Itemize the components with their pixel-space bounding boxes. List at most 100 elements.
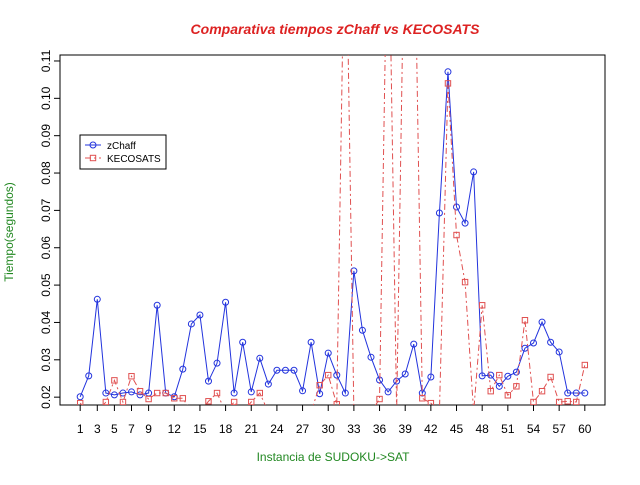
point	[264, 380, 272, 388]
point	[162, 389, 169, 397]
point	[453, 203, 461, 211]
point	[230, 398, 238, 405]
point	[291, 409, 296, 414]
x-tick-label: 45	[450, 422, 464, 436]
legend-label: KECOSATS	[107, 154, 161, 165]
x-tick-label: 30	[322, 422, 336, 436]
plot-area	[76, 55, 589, 414]
point	[333, 371, 341, 379]
point	[179, 395, 187, 402]
point	[419, 395, 426, 402]
point	[564, 389, 572, 397]
point	[281, 366, 289, 374]
point	[496, 371, 503, 379]
series-line	[79, 71, 585, 398]
point	[358, 326, 366, 334]
point	[205, 398, 212, 405]
point	[384, 388, 392, 396]
chart-title: Comparativa tiempos zChaff vs KECOSATS	[191, 21, 481, 37]
y-axis-label: Tiempo(segundos)	[2, 182, 16, 282]
point	[85, 372, 93, 380]
point	[513, 383, 520, 390]
point	[435, 209, 443, 217]
x-tick-label: 9	[145, 422, 152, 436]
point	[538, 387, 546, 395]
point	[136, 391, 144, 399]
point	[444, 80, 452, 87]
point	[478, 302, 486, 309]
y-tick-label: 0.02	[39, 385, 53, 409]
point	[76, 399, 84, 405]
point	[204, 377, 212, 385]
y-tick-label: 0.09	[39, 124, 53, 148]
point	[171, 395, 178, 402]
legend-marker	[89, 141, 97, 149]
point	[360, 409, 365, 414]
point	[145, 395, 152, 403]
point	[324, 349, 332, 357]
point	[86, 409, 91, 414]
point	[248, 398, 255, 405]
point	[521, 344, 529, 352]
x-tick-label: 3	[94, 422, 101, 436]
point	[290, 366, 298, 374]
point	[573, 398, 580, 405]
point	[119, 398, 127, 405]
y-tick-label: 0.04	[39, 310, 53, 334]
point	[368, 409, 373, 414]
point	[461, 219, 469, 227]
point	[230, 389, 238, 397]
point	[394, 409, 399, 414]
point	[247, 388, 255, 396]
x-tick-label: 7	[128, 422, 135, 436]
x-tick-label: 54	[527, 422, 541, 436]
x-axis-label: Instancia de SUDOKU->SAT	[257, 450, 411, 464]
point	[470, 168, 478, 176]
x-tick-label: 18	[219, 422, 233, 436]
point	[187, 320, 195, 328]
x-tick-label: 21	[245, 422, 259, 436]
point	[240, 409, 245, 414]
point	[111, 377, 118, 384]
point	[393, 377, 401, 385]
point	[376, 395, 383, 403]
point	[512, 368, 520, 376]
point	[547, 338, 555, 346]
point	[350, 267, 358, 275]
point	[283, 409, 288, 414]
point	[444, 68, 452, 76]
point	[341, 389, 349, 397]
x-tick-label: 27	[296, 422, 310, 436]
point	[471, 409, 476, 414]
point	[581, 389, 589, 397]
point	[128, 388, 136, 396]
x-tick-label: 42	[424, 422, 438, 436]
y-tick-label: 0.05	[39, 273, 53, 297]
x-tick-label: 24	[270, 422, 284, 436]
point	[555, 398, 563, 405]
point	[325, 371, 332, 379]
point	[136, 387, 144, 395]
series-line	[79, 55, 586, 405]
y-tick-label: 0.06	[39, 236, 53, 260]
x-tick-label: 1	[77, 422, 84, 436]
x-tick-label: 5	[111, 422, 118, 436]
point	[102, 398, 110, 405]
point	[547, 373, 554, 381]
point	[427, 373, 435, 381]
point	[437, 409, 442, 414]
point	[538, 318, 546, 326]
x-tick-label: 51	[501, 422, 515, 436]
point	[495, 382, 503, 390]
point	[196, 311, 204, 319]
x-tick-label: 15	[193, 422, 207, 436]
point	[239, 338, 247, 346]
point	[529, 339, 537, 347]
x-tick-label: 39	[399, 422, 413, 436]
point	[564, 398, 571, 405]
legend-marker	[89, 154, 97, 162]
point	[478, 372, 486, 380]
point	[581, 361, 589, 369]
plot-frame	[59, 54, 606, 406]
